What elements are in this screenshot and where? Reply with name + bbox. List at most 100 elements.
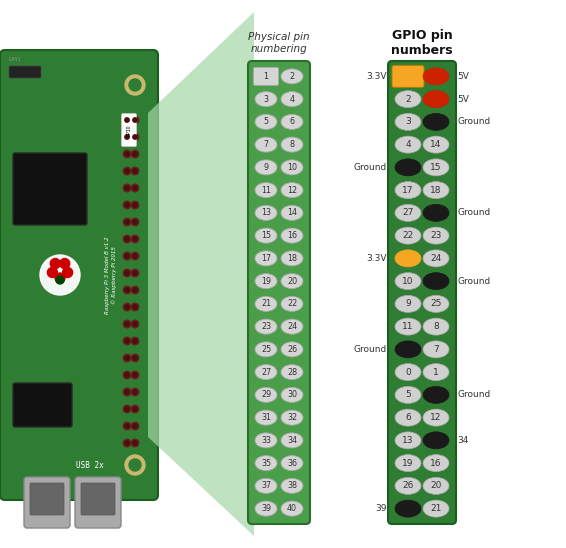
Text: 19: 19 bbox=[402, 459, 414, 467]
Circle shape bbox=[131, 252, 139, 260]
Text: 2: 2 bbox=[289, 72, 294, 81]
FancyBboxPatch shape bbox=[13, 153, 87, 225]
Polygon shape bbox=[148, 12, 254, 536]
Text: 15: 15 bbox=[430, 163, 441, 172]
Ellipse shape bbox=[423, 364, 449, 381]
Text: 26: 26 bbox=[402, 481, 414, 490]
Circle shape bbox=[125, 455, 145, 475]
Ellipse shape bbox=[281, 478, 303, 493]
Circle shape bbox=[131, 286, 139, 294]
Ellipse shape bbox=[255, 387, 277, 402]
Text: 11: 11 bbox=[402, 322, 414, 331]
Text: 11: 11 bbox=[261, 186, 271, 195]
FancyBboxPatch shape bbox=[388, 61, 456, 524]
Circle shape bbox=[125, 75, 145, 95]
Text: Raspberry Pi 3 Model B v1.2
© Raspberry Pi 2015: Raspberry Pi 3 Model B v1.2 © Raspberry … bbox=[105, 236, 117, 314]
Ellipse shape bbox=[281, 433, 303, 448]
Text: 20: 20 bbox=[287, 277, 297, 286]
Text: 24: 24 bbox=[430, 254, 441, 263]
Circle shape bbox=[131, 150, 139, 158]
Circle shape bbox=[131, 337, 139, 345]
Text: 34: 34 bbox=[457, 436, 469, 445]
Circle shape bbox=[131, 184, 139, 192]
Circle shape bbox=[131, 354, 139, 362]
Text: 27: 27 bbox=[402, 208, 414, 218]
Text: 18: 18 bbox=[287, 254, 297, 263]
Circle shape bbox=[123, 133, 131, 141]
Circle shape bbox=[125, 356, 129, 360]
Text: 9: 9 bbox=[263, 163, 268, 172]
Text: 22: 22 bbox=[287, 299, 297, 309]
Ellipse shape bbox=[281, 206, 303, 220]
Text: 25: 25 bbox=[261, 345, 271, 354]
Text: 17: 17 bbox=[402, 186, 414, 195]
FancyBboxPatch shape bbox=[254, 67, 278, 85]
FancyBboxPatch shape bbox=[81, 483, 115, 515]
Text: Physical pin
numbering: Physical pin numbering bbox=[248, 32, 310, 54]
Text: 2: 2 bbox=[405, 95, 411, 104]
Circle shape bbox=[133, 356, 137, 360]
Ellipse shape bbox=[395, 272, 421, 290]
Circle shape bbox=[123, 303, 131, 311]
Text: 21: 21 bbox=[430, 504, 441, 513]
Circle shape bbox=[133, 271, 137, 275]
Ellipse shape bbox=[423, 318, 449, 335]
Ellipse shape bbox=[255, 478, 277, 493]
FancyBboxPatch shape bbox=[13, 383, 72, 427]
FancyBboxPatch shape bbox=[0, 50, 158, 500]
Text: 15: 15 bbox=[261, 231, 271, 240]
Ellipse shape bbox=[255, 182, 277, 198]
Ellipse shape bbox=[281, 273, 303, 289]
Circle shape bbox=[125, 339, 129, 343]
Ellipse shape bbox=[281, 228, 303, 243]
Circle shape bbox=[123, 218, 131, 226]
Ellipse shape bbox=[395, 113, 421, 130]
Circle shape bbox=[123, 422, 131, 430]
Ellipse shape bbox=[423, 136, 449, 153]
Ellipse shape bbox=[423, 386, 449, 403]
FancyBboxPatch shape bbox=[392, 65, 424, 87]
Text: 18: 18 bbox=[430, 186, 441, 195]
Text: 14: 14 bbox=[430, 140, 441, 149]
Text: 23: 23 bbox=[430, 231, 441, 240]
Circle shape bbox=[125, 288, 129, 292]
Circle shape bbox=[125, 135, 129, 139]
Ellipse shape bbox=[281, 251, 303, 266]
Text: 27: 27 bbox=[261, 368, 271, 376]
Text: 4: 4 bbox=[405, 140, 411, 149]
Text: 39: 39 bbox=[261, 504, 271, 513]
Text: 16: 16 bbox=[430, 459, 441, 467]
Ellipse shape bbox=[255, 160, 277, 175]
Ellipse shape bbox=[395, 409, 421, 426]
Ellipse shape bbox=[395, 159, 421, 176]
Text: 23: 23 bbox=[261, 322, 271, 331]
Ellipse shape bbox=[281, 501, 303, 516]
Ellipse shape bbox=[395, 455, 421, 472]
Circle shape bbox=[131, 167, 139, 175]
Ellipse shape bbox=[395, 181, 421, 198]
Circle shape bbox=[131, 371, 139, 379]
Text: 21: 21 bbox=[261, 299, 271, 309]
Text: Ground: Ground bbox=[457, 117, 490, 127]
Text: 10: 10 bbox=[287, 163, 297, 172]
Text: Ground: Ground bbox=[354, 163, 387, 172]
Circle shape bbox=[123, 405, 131, 413]
Circle shape bbox=[125, 169, 129, 173]
Circle shape bbox=[133, 339, 137, 343]
Circle shape bbox=[133, 373, 137, 377]
Ellipse shape bbox=[281, 410, 303, 425]
FancyBboxPatch shape bbox=[24, 477, 70, 528]
Circle shape bbox=[131, 116, 139, 124]
Text: 19: 19 bbox=[261, 277, 271, 286]
Circle shape bbox=[133, 305, 137, 309]
Circle shape bbox=[123, 337, 131, 345]
Text: LAY): LAY) bbox=[8, 57, 21, 62]
Circle shape bbox=[125, 220, 129, 224]
Ellipse shape bbox=[281, 115, 303, 129]
Text: 39: 39 bbox=[375, 504, 387, 513]
Text: 24: 24 bbox=[287, 322, 297, 331]
Text: 16: 16 bbox=[287, 231, 297, 240]
Text: 7: 7 bbox=[263, 140, 268, 149]
Text: 13: 13 bbox=[402, 436, 414, 445]
Ellipse shape bbox=[281, 160, 303, 175]
